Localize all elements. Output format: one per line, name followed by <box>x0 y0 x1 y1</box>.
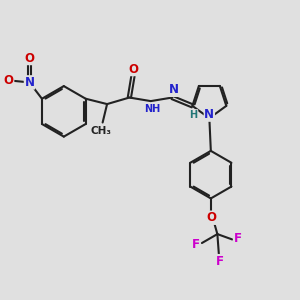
Text: F: F <box>215 255 223 268</box>
Text: O: O <box>206 211 216 224</box>
Text: N: N <box>24 76 34 89</box>
Text: CH₃: CH₃ <box>91 126 112 136</box>
Text: NH: NH <box>144 103 160 113</box>
Text: O: O <box>128 62 139 76</box>
Text: N: N <box>169 83 179 96</box>
Text: O: O <box>24 52 34 64</box>
Text: F: F <box>192 238 200 251</box>
Text: F: F <box>234 232 242 245</box>
Text: N: N <box>204 108 214 121</box>
Text: O: O <box>4 74 14 86</box>
Text: H: H <box>190 110 198 120</box>
